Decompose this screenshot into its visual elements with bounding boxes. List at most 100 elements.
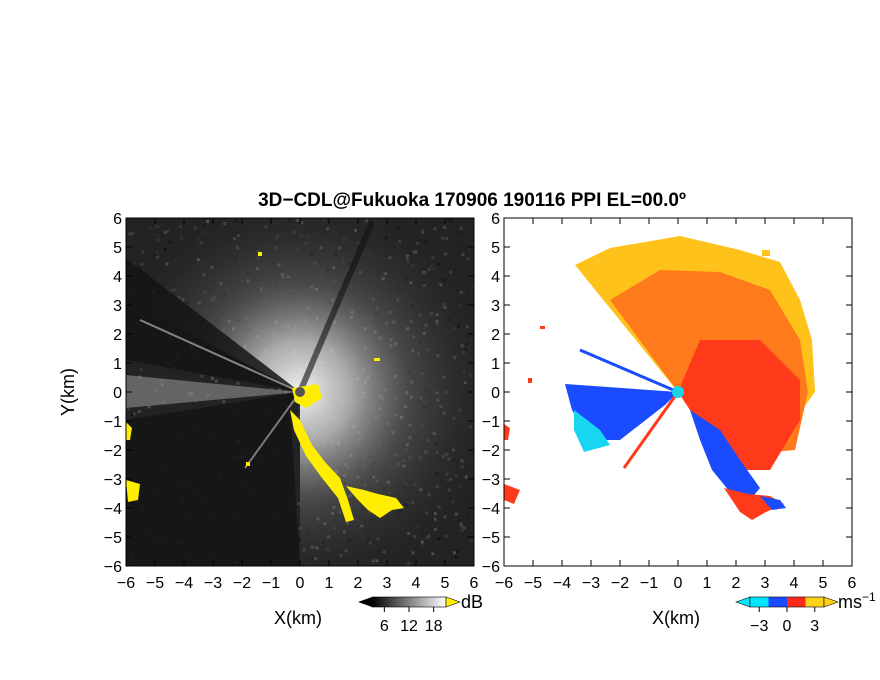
right-colorbar-segment — [750, 597, 769, 607]
velocity-dot-1 — [540, 326, 545, 329]
left-x-ticks: −6 −5 −4 −3 −2 −1 0 1 2 3 4 5 6 — [117, 218, 479, 592]
right-x-tick-label: 5 — [819, 575, 828, 592]
left-y-tick-label: −6 — [104, 559, 122, 576]
right-colorbar: −3 0 3 ms−1 — [735, 590, 876, 635]
left-y-tick-label: −5 — [104, 530, 122, 547]
left-y-tick-label: 1 — [113, 356, 122, 373]
velocity-beam-line-sw — [622, 391, 680, 469]
highlight-region-west-edge — [126, 422, 132, 440]
right-colorbar-segment — [768, 597, 788, 607]
left-y-axis-label: Y(km) — [58, 368, 78, 416]
velocity-region-west-edge-small — [504, 424, 510, 440]
right-y-tick-label: 3 — [491, 298, 500, 315]
velocity-dot-3 — [762, 250, 770, 256]
right-colorbar-segment — [787, 597, 806, 607]
noise-speck — [298, 538, 301, 542]
right-y-tick-label: 4 — [491, 269, 500, 286]
left-colorbar-tick-label: 12 — [400, 618, 418, 635]
noise-speck — [132, 412, 136, 416]
velocity-beam-line-nw — [579, 348, 679, 394]
noise-speck — [166, 366, 170, 370]
right-y-tick-label: −5 — [482, 530, 500, 547]
noise-speck — [298, 415, 302, 419]
right-y-tick-label: −1 — [482, 414, 500, 431]
left-y-tick-label: −4 — [104, 501, 122, 518]
left-panel: −6 −5 −4 −3 −2 −1 0 1 2 3 4 5 6 6 5 4 3 2 1 0 −1 −2 −3 −4 −5−6 … — [58, 211, 479, 628]
right-x-tick-label: −4 — [553, 575, 571, 592]
left-colorbar-ramp — [371, 596, 447, 608]
left-x-tick-label: −6 — [117, 575, 135, 592]
right-x-tick-label: 2 — [732, 575, 741, 592]
left-colorbar: 6 12 18 dB — [358, 592, 483, 635]
left-y-tick-label: 4 — [113, 269, 122, 286]
right-panel: −6 −5 −4 −3 −2 −1 0 1 2 3 4 5 6 6 5 4 3 2 1 0 −1 −2 −3 −4 −5−6 … — [482, 211, 857, 628]
right-x-tick-label: 6 — [848, 575, 857, 592]
right-colorbar-unit-base: ms — [838, 592, 862, 612]
left-x-tick-label: −2 — [233, 575, 251, 592]
noise-speck — [137, 409, 141, 413]
velocity-dot-2 — [528, 378, 532, 383]
left-x-tick-label: 1 — [325, 575, 334, 592]
noise-speck — [126, 407, 130, 411]
velocity-region-west-edge — [504, 484, 520, 504]
right-y-tick-label: 1 — [491, 356, 500, 373]
right-x-ticks: −6 −5 −4 −3 −2 −1 0 1 2 3 4 5 6 — [495, 218, 857, 592]
right-colorbar-tick-label: 3 — [810, 618, 819, 635]
right-velocity-field — [504, 236, 815, 520]
velocity-region-southeast-red — [724, 488, 784, 520]
right-colorbar-high-arrow — [823, 596, 839, 608]
left-blank-wedge-sw — [126, 392, 300, 566]
left-x-tick-label: −4 — [175, 575, 193, 592]
right-x-tick-label: 3 — [761, 575, 770, 592]
highlight-region-south — [290, 410, 354, 522]
highlight-region-southwest-edge — [126, 480, 140, 502]
left-radar-site-marker — [295, 387, 305, 397]
velocity-region-south-blue — [690, 410, 760, 500]
right-x-tick-label: 4 — [790, 575, 799, 592]
noise-speck — [298, 527, 302, 530]
right-colorbar-unit: ms−1 — [838, 590, 876, 612]
noise-speck — [154, 369, 158, 373]
right-colorbar-segment — [805, 597, 825, 607]
right-y-ticks: 6 5 4 3 2 1 0 −1 −2 −3 −4 −5 −6 — [482, 211, 852, 576]
right-y-tick-label: 0 — [491, 385, 500, 402]
noise-speck — [200, 374, 204, 378]
highlight-dot-2 — [374, 358, 380, 361]
chart-title: 3D−CDL@Fukuoka 170906 190116 PPI EL=00.0… — [258, 190, 686, 211]
highlight-dot-1 — [258, 252, 262, 256]
left-y-tick-label: −2 — [104, 443, 122, 460]
left-x-tick-label: 4 — [412, 575, 421, 592]
left-colorbar-high-arrow — [445, 596, 461, 608]
left-x-tick-label: −1 — [262, 575, 280, 592]
left-x-tick-label: 2 — [354, 575, 363, 592]
right-y-tick-label: −3 — [482, 472, 500, 489]
left-colorbar-ticks: 6 12 18 — [380, 607, 443, 635]
right-x-tick-label: −6 — [495, 575, 513, 592]
right-radar-site-marker — [672, 386, 684, 398]
right-y-tick-label: −4 — [482, 501, 500, 518]
left-y-tick-label: 6 — [113, 211, 122, 228]
left-x-tick-label: −3 — [204, 575, 222, 592]
right-y-tick-label: 5 — [491, 240, 500, 257]
left-x-tick-label: 0 — [296, 575, 305, 592]
right-y-tick-label: 2 — [491, 327, 500, 344]
left-x-tick-label: 6 — [470, 575, 479, 592]
right-colorbar-ramp — [749, 596, 825, 608]
noise-speck — [138, 364, 142, 368]
noise-speck — [297, 502, 301, 506]
right-x-tick-label: −5 — [524, 575, 542, 592]
noise-speck — [278, 387, 282, 391]
left-colorbar-tick-label: 18 — [425, 618, 443, 635]
noise-speck — [236, 381, 240, 385]
right-x-tick-label: 0 — [674, 575, 683, 592]
left-y-tick-label: −3 — [104, 472, 122, 489]
noise-speck — [131, 412, 134, 416]
highlight-dot-3 — [246, 462, 250, 466]
noise-speck — [210, 376, 214, 380]
left-x-tick-label: 3 — [383, 575, 392, 592]
left-x-tick-label: 5 — [441, 575, 450, 592]
left-y-tick-label: 5 — [113, 240, 122, 257]
right-colorbar-tick-label: 0 — [783, 618, 792, 635]
left-beam-line-3 — [297, 220, 375, 394]
right-y-tick-label: −6 — [482, 559, 500, 576]
